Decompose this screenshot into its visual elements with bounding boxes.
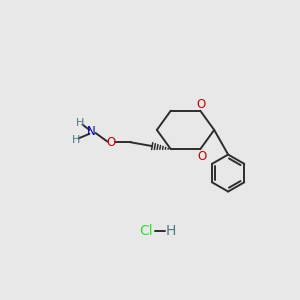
Text: H: H: [76, 118, 84, 128]
Text: H: H: [72, 135, 80, 145]
Text: H: H: [166, 224, 176, 238]
Text: O: O: [106, 136, 116, 149]
Text: N: N: [87, 125, 96, 138]
Text: Cl: Cl: [139, 224, 153, 238]
Text: O: O: [197, 150, 206, 163]
Text: O: O: [196, 98, 206, 111]
